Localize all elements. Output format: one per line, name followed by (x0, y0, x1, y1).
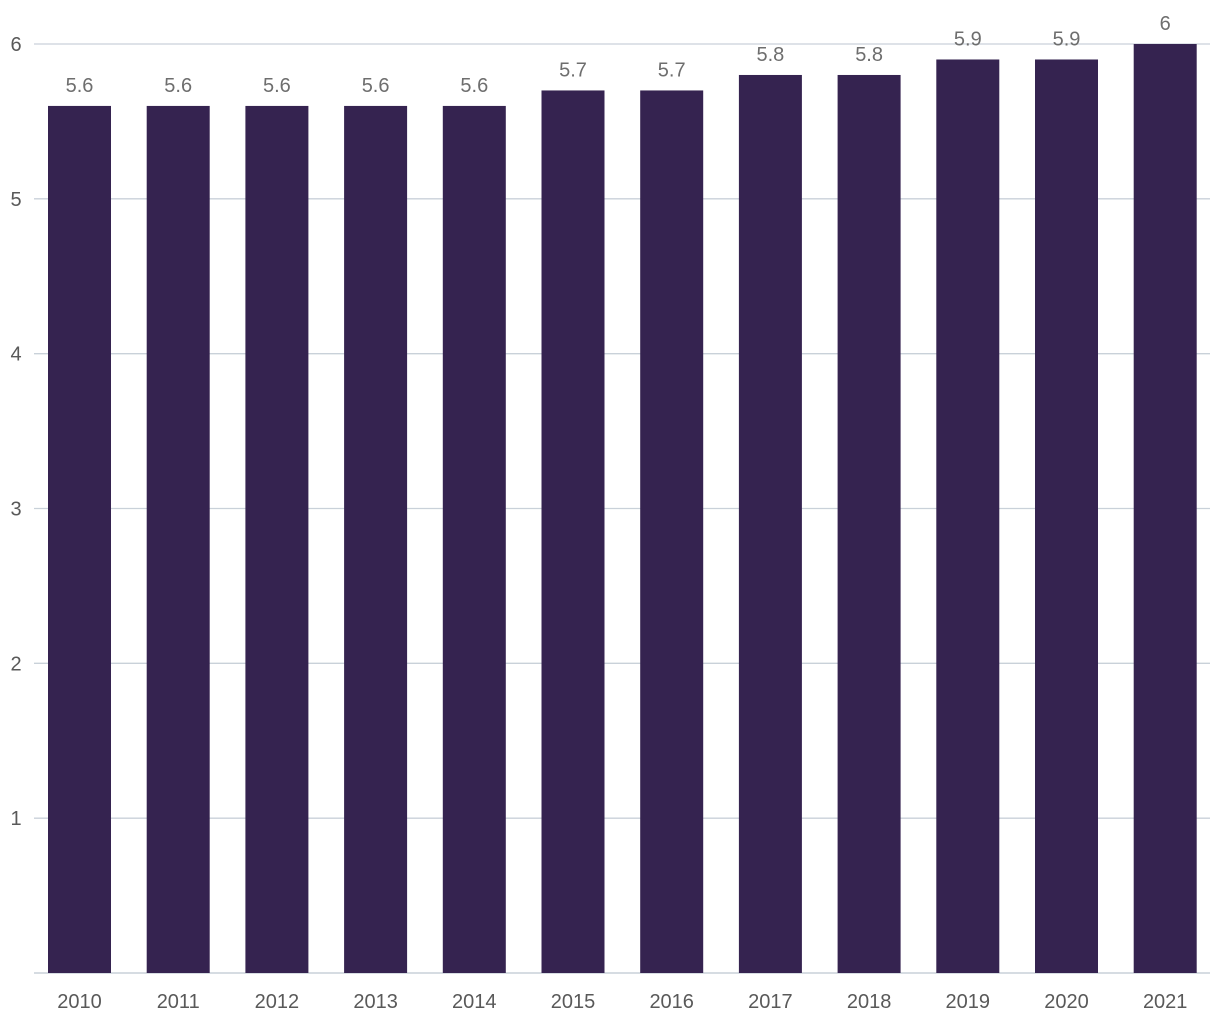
y-tick-label: 3 (10, 499, 21, 521)
bar (1035, 59, 1098, 973)
x-tick-label: 2010 (57, 991, 102, 1013)
data-labels: 5.6 5.6 5.6 5.6 5.6 5.7 5.7 5.8 5.8 5.9 5.9 6 (66, 13, 1171, 97)
bar (344, 105, 408, 973)
bars (48, 44, 1197, 973)
y-tick-label: 6 (10, 34, 21, 56)
x-tick-label: 2015 (551, 991, 596, 1013)
bar (936, 59, 1000, 973)
bar (640, 90, 704, 973)
x-tick-label: 2014 (452, 991, 497, 1013)
gridlines (34, 43, 1210, 974)
data-label: 6 (1160, 13, 1171, 35)
x-tick-label: 2016 (649, 991, 694, 1013)
data-label: 5.9 (954, 28, 982, 50)
data-label: 5.6 (164, 75, 192, 97)
data-label: 5.6 (263, 75, 291, 97)
bar (48, 105, 111, 973)
bar (541, 90, 605, 973)
bar (1133, 44, 1197, 973)
data-label: 5.6 (460, 75, 488, 97)
x-axis-ticks: 2010 2011 2012 2013 2014 2015 2016 2017 2018 2019… (57, 991, 1187, 1013)
y-axis-ticks: 1 2 3 4 5 6 (10, 34, 21, 830)
y-tick-label: 1 (10, 808, 21, 830)
bar (738, 74, 802, 973)
data-label: 5.7 (559, 59, 587, 81)
x-tick-label: 2021 (1143, 991, 1188, 1013)
bar (837, 74, 901, 973)
y-tick-label: 5 (10, 189, 21, 211)
bar (442, 105, 506, 973)
x-tick-label: 2011 (157, 991, 200, 1013)
x-tick-label: 2020 (1044, 991, 1089, 1013)
data-label: 5.9 (1053, 28, 1081, 50)
bar (245, 105, 309, 973)
data-label: 5.7 (658, 59, 686, 81)
x-tick-label: 2017 (748, 991, 793, 1013)
data-label: 5.6 (362, 75, 390, 97)
data-label: 5.8 (855, 44, 883, 66)
x-tick-label: 2013 (353, 991, 398, 1013)
bar (146, 105, 210, 973)
data-label: 5.8 (756, 44, 784, 66)
data-label: 5.6 (66, 75, 94, 97)
y-tick-label: 2 (10, 653, 21, 675)
y-tick-label: 4 (10, 344, 21, 366)
x-tick-label: 2018 (847, 991, 892, 1013)
x-tick-label: 2019 (946, 991, 991, 1013)
x-tick-label: 2012 (255, 991, 300, 1013)
